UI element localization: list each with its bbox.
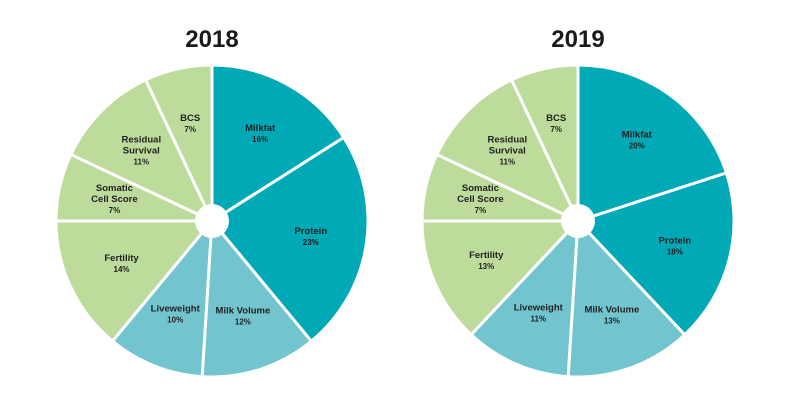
slice-label-text: Liveweight — [151, 303, 201, 314]
pie-slice-protein — [210, 135, 370, 343]
chart-title-2018: 2018 — [185, 26, 238, 53]
slice-value-text: 7% — [109, 206, 121, 215]
slice-value-text: 14% — [114, 265, 130, 274]
slice-label-text: Cell Score — [457, 194, 503, 205]
slice-value-text: 13% — [604, 317, 620, 326]
slice-label-text: Protein — [658, 235, 691, 246]
slice-label-text: Somatic — [462, 183, 499, 194]
slice-value-text: 20% — [629, 142, 645, 151]
pie-slice-milkfat — [576, 63, 728, 223]
pie-slice-fertility — [54, 219, 214, 343]
slice-value-text: 10% — [167, 315, 183, 324]
slice-value-text: 18% — [667, 247, 683, 256]
pie-slice-milkfat — [210, 63, 346, 223]
slice-label-text: Cell Score — [91, 194, 137, 205]
slice-label-text: Milkfat — [245, 123, 276, 134]
slice-value-text: 12% — [235, 318, 251, 327]
slice-value-text: 16% — [252, 135, 268, 144]
slice-label-text: Somatic — [96, 183, 133, 194]
slice-value-text: 7% — [184, 125, 196, 134]
pie-slice-residual-survival — [69, 78, 214, 223]
slice-label-text: Milk Volume — [216, 306, 271, 317]
pie-slice-liveweight — [111, 219, 214, 379]
slice-label-text: Survival — [123, 145, 160, 156]
pie-slice-fertility — [420, 219, 580, 337]
pie-slice-residual-survival — [435, 78, 580, 223]
center-hole — [561, 204, 595, 238]
slice-value-text: 23% — [303, 238, 319, 247]
slice-value-text: 7% — [550, 125, 562, 134]
slice-label-text: Liveweight — [514, 302, 564, 313]
pie-slice-protein — [576, 171, 736, 337]
slice-label-text: Protein — [294, 226, 327, 237]
slice-label-text: Milkfat — [622, 130, 653, 141]
pie-slice-milk-volume — [200, 219, 313, 379]
slice-value-text: 7% — [475, 206, 487, 215]
center-hole — [195, 204, 229, 238]
slice-value-text: 11% — [500, 157, 516, 166]
slice-label-text: Residual — [121, 134, 161, 145]
slice-label-text: Milk Volume — [585, 305, 640, 316]
slice-label-text: BCS — [546, 113, 566, 124]
slice-value-text: 11% — [530, 314, 546, 323]
slice-label-text: Survival — [489, 145, 526, 156]
slice-value-text: 11% — [134, 157, 150, 166]
slice-label-text: Residual — [487, 134, 527, 145]
slice-label-text: BCS — [180, 113, 200, 124]
slice-label-text: Fertility — [469, 250, 504, 261]
slice-value-text: 13% — [478, 262, 494, 271]
pie-slice-milk-volume — [566, 219, 687, 379]
pie-slice-liveweight — [469, 219, 580, 379]
chart-title-2019: 2019 — [551, 26, 604, 53]
slice-label-text: Fertility — [104, 253, 139, 264]
